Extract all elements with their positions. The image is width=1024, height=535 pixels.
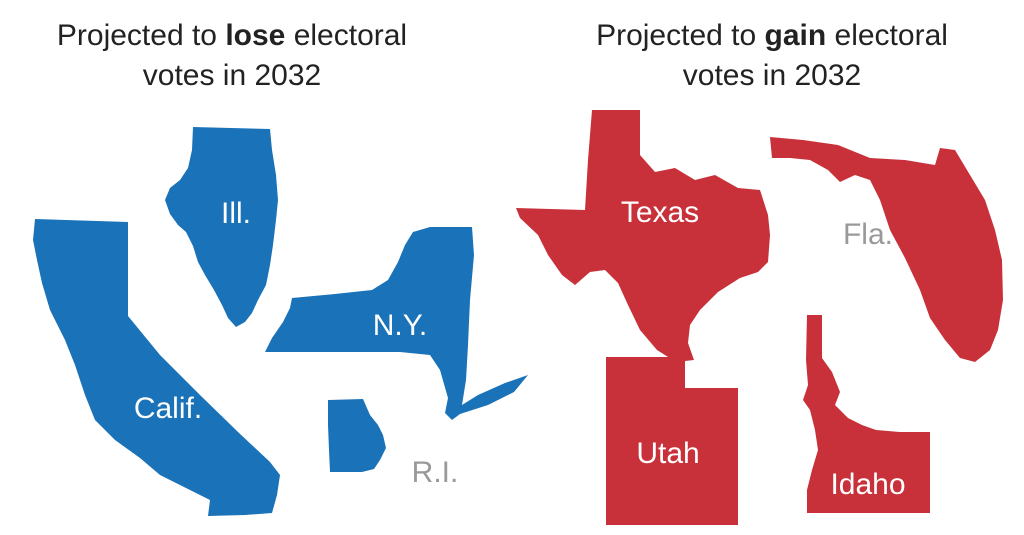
- texas-label: Texas: [621, 196, 699, 229]
- left-panel-states: [33, 127, 528, 516]
- right-title-prefix: Projected to: [596, 19, 765, 52]
- new-york-label: N.Y.: [373, 309, 427, 342]
- right-title-emphasis: gain: [764, 19, 827, 52]
- california-shape: [33, 219, 280, 516]
- new-york-shape: [265, 227, 528, 420]
- florida-label: Fla.: [843, 218, 893, 251]
- right-panel-title: Projected to gain electoral votes in 203…: [552, 16, 992, 96]
- utah-shape: [606, 357, 738, 525]
- california-label: Calif.: [134, 392, 202, 425]
- florida-shape: [770, 137, 1003, 362]
- right-title-suffix: electoral: [826, 19, 948, 52]
- texas-shape: [516, 110, 770, 362]
- right-panel-states: [516, 110, 1003, 525]
- right-title-line2: votes in 2032: [682, 59, 862, 92]
- rhode-island-label: R.I.: [412, 456, 459, 489]
- left-title-emphasis: lose: [225, 19, 286, 52]
- left-title-line2: votes in 2032: [142, 59, 322, 92]
- illinois-label: Ill.: [221, 197, 251, 230]
- illinois-shape: [165, 127, 278, 327]
- rhode-island-shape: [328, 399, 386, 472]
- left-title-prefix: Projected to: [56, 19, 226, 52]
- idaho-label: Idaho: [830, 468, 905, 501]
- utah-label: Utah: [636, 437, 699, 470]
- left-panel-title: Projected to lose electoral votes in 203…: [12, 16, 452, 96]
- left-title-suffix: electoral: [285, 19, 408, 52]
- idaho-shape: [803, 315, 930, 513]
